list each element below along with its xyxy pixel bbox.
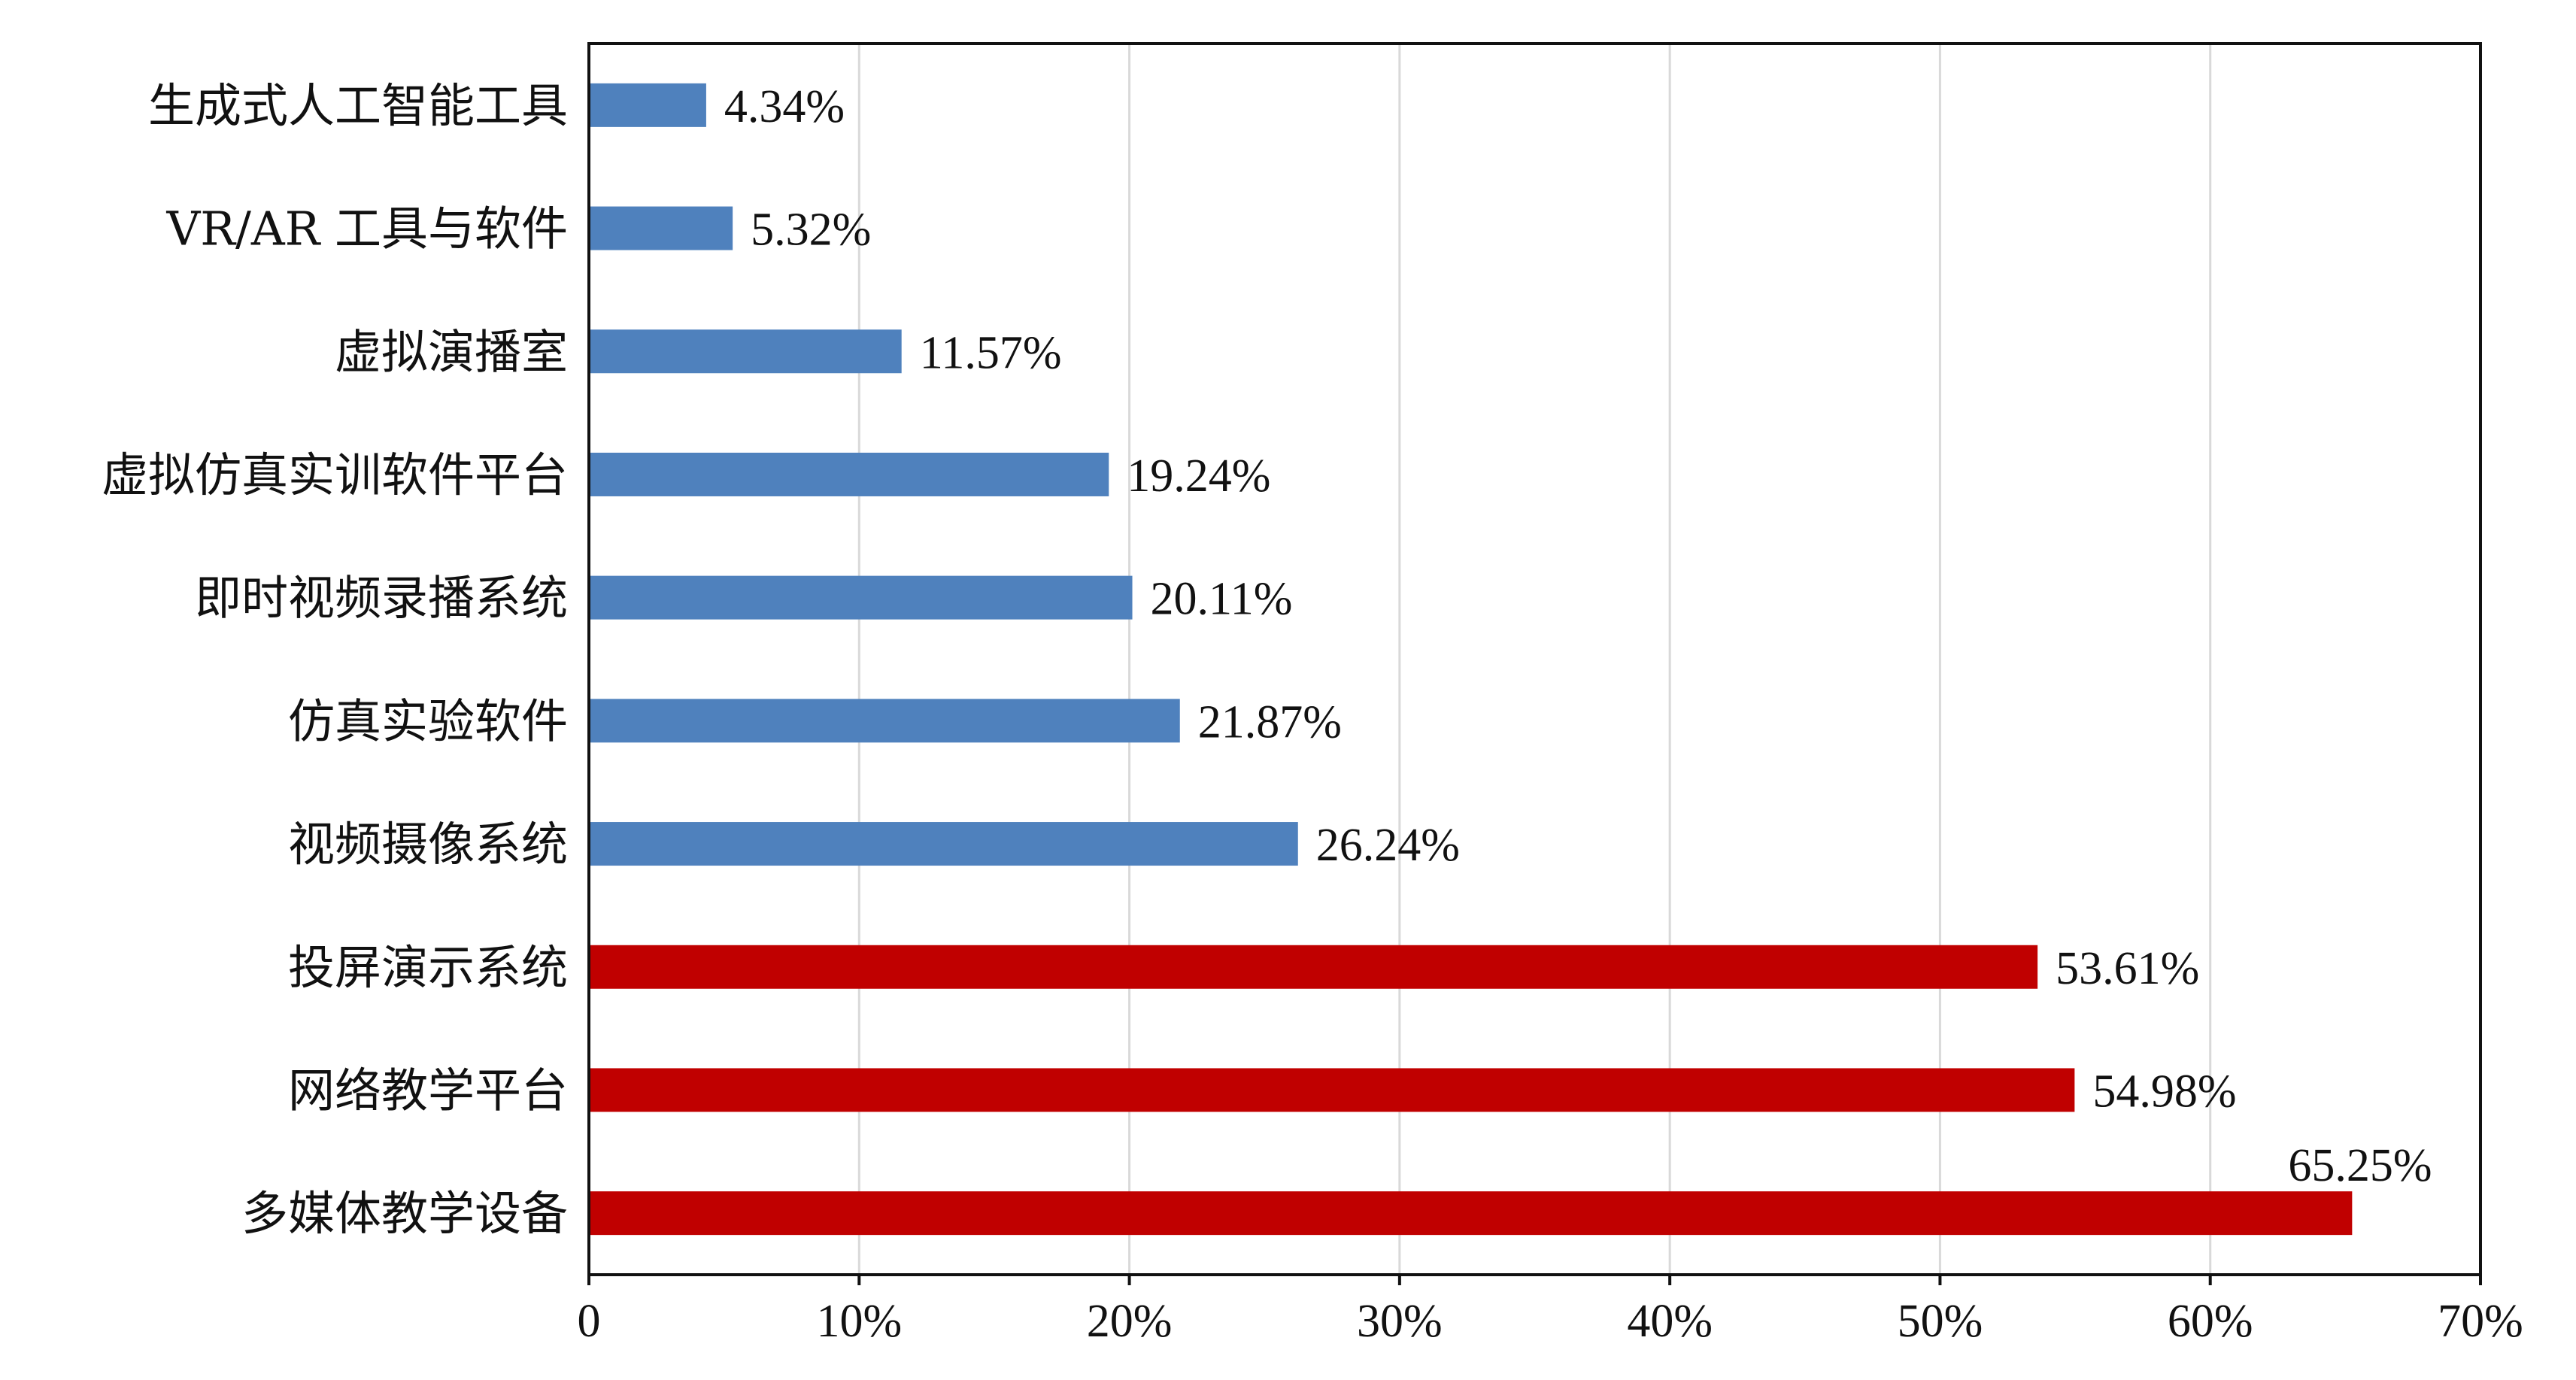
bar-8 <box>589 1068 2075 1112</box>
x-tick-label: 60% <box>2168 1296 2253 1347</box>
y-axis-categories: 生成式人工智能工具 VR/AR 工具与软件虚拟演播室虚拟仿真实训软件平台即时视频录… <box>102 78 568 1241</box>
plot-frame <box>587 42 2482 1276</box>
category-label: VR/AR 工具与软件 <box>165 202 568 256</box>
bar-4 <box>589 575 1133 620</box>
data-label: 54.98% <box>2092 1066 2236 1117</box>
bar-5 <box>589 699 1180 743</box>
x-tick-label: 50% <box>1898 1296 1983 1347</box>
data-label: 53.61% <box>2056 943 2199 994</box>
bar-7 <box>589 945 2038 989</box>
data-label: 65.25% <box>2288 1140 2432 1191</box>
data-label: 21.87% <box>1198 696 1342 748</box>
data-label: 20.11% <box>1151 574 1293 625</box>
x-tick-label: 40% <box>1627 1296 1713 1347</box>
data-label: 19.24% <box>1127 450 1270 502</box>
x-tick-label: 30% <box>1357 1296 1443 1347</box>
x-tick-label: 10% <box>816 1296 902 1347</box>
bar-1 <box>589 206 733 250</box>
data-labels: 4.34% 5.32% 11.57% 19.24% 20.11% 21.87% 26.24%… <box>724 81 2432 1191</box>
data-label: 4.34% <box>724 81 845 132</box>
category-label: 仿真实验软件 <box>288 693 568 748</box>
data-label: 5.32% <box>751 205 871 256</box>
bar-0 <box>589 83 706 127</box>
data-label: 11.57% <box>920 327 1062 378</box>
category-label: 投屏演示系统 <box>288 940 568 995</box>
x-axis: 0 10% 20% 30% 40% 50% 60% 70% <box>578 1275 2523 1347</box>
bar-9 <box>589 1191 2353 1236</box>
bar-2 <box>589 329 902 374</box>
data-label: 26.24% <box>1316 820 1460 871</box>
bar-6 <box>589 822 1298 866</box>
x-tick-label: 0 <box>578 1296 601 1347</box>
x-tick-label: 20% <box>1087 1296 1173 1347</box>
category-label: 即时视频录播系统 <box>195 571 568 626</box>
bar-3 <box>589 452 1109 496</box>
category-label: 视频摄像系统 <box>288 817 568 872</box>
x-tick-label: 70% <box>2438 1296 2523 1347</box>
category-label: 多媒体教学设备 <box>241 1186 568 1241</box>
category-label: 网络教学平台 <box>288 1063 568 1118</box>
category-label: 生成式人工智能工具 <box>148 78 568 133</box>
category-label: 虚拟仿真实训软件平台 <box>102 447 568 502</box>
bars <box>589 83 2353 1236</box>
category-label: 虚拟演播室 <box>335 324 568 379</box>
